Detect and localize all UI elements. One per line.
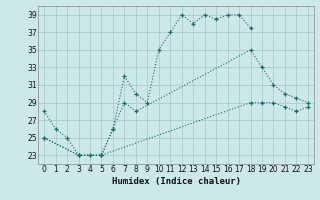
X-axis label: Humidex (Indice chaleur): Humidex (Indice chaleur)	[111, 177, 241, 186]
